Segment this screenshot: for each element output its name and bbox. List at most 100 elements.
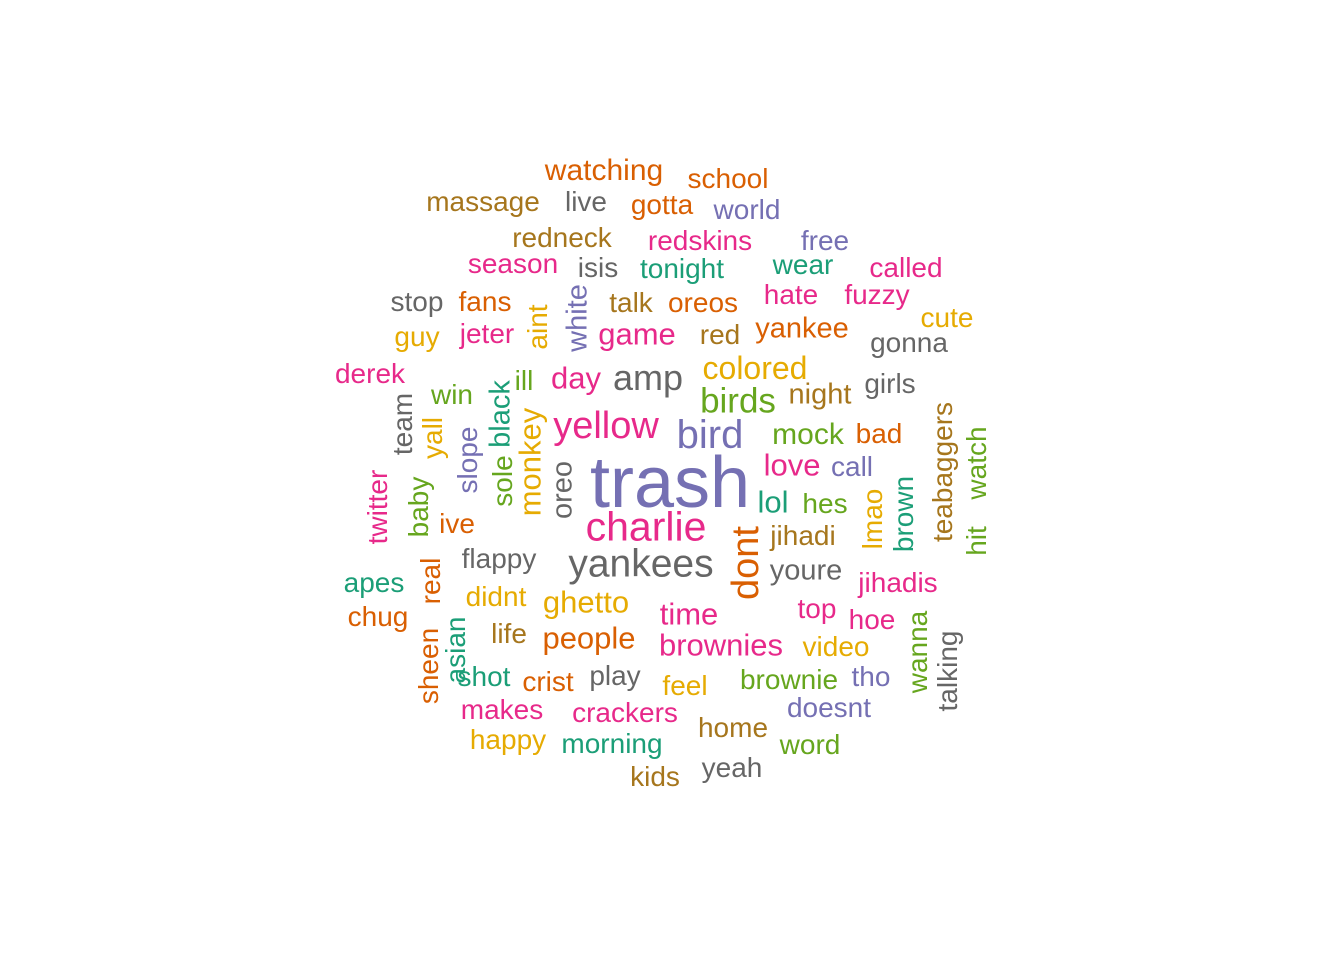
word-video: video <box>802 631 870 662</box>
word-fuzzy: fuzzy <box>844 279 910 310</box>
word-hes: hes <box>802 488 848 519</box>
word-bird: bird <box>676 413 744 457</box>
word-sole: sole <box>487 455 518 507</box>
word-happy: happy <box>469 724 547 755</box>
word-hoe: hoe <box>848 604 896 635</box>
word-love: love <box>763 447 821 483</box>
word-slope: slope <box>452 426 483 494</box>
word-yankees: yankees <box>568 542 714 586</box>
word-yall: yall <box>417 416 448 460</box>
word-morning: morning <box>561 728 663 759</box>
word-win: win <box>430 379 474 410</box>
word-mock: mock <box>772 418 844 451</box>
word-dont: dont <box>725 526 767 600</box>
word-day: day <box>551 360 601 396</box>
word-gonna: gonna <box>870 327 948 358</box>
word-derek: derek <box>334 358 406 389</box>
word-game: game <box>598 316 676 352</box>
word-youre: youre <box>769 554 843 587</box>
word-wanna: wanna <box>902 610 933 694</box>
word-birds: birds <box>700 381 776 421</box>
word-oreos: oreos <box>667 287 739 318</box>
word-life: life <box>491 618 527 649</box>
word-colored: colored <box>702 350 808 386</box>
word-time: time <box>659 596 719 632</box>
word-twitter: twitter <box>362 469 393 545</box>
word-stop: stop <box>390 286 444 317</box>
word-chug: chug <box>347 601 409 632</box>
word-people: people <box>542 620 636 656</box>
word-home: home <box>697 712 769 743</box>
word-charlie: charlie <box>585 503 707 550</box>
word-fans: fans <box>458 286 512 317</box>
word-talking: talking <box>932 630 963 712</box>
word-wear: wear <box>772 249 834 280</box>
word-season: season <box>467 248 559 279</box>
word-brownies: brownies <box>658 627 784 663</box>
word-redskins: redskins <box>647 225 753 256</box>
word-talk: talk <box>609 287 653 318</box>
word-jihadi: jihadi <box>770 520 836 551</box>
word-top: top <box>797 593 837 624</box>
word-bad: bad <box>855 418 903 449</box>
word-hit: hit <box>961 526 992 556</box>
word-baby: baby <box>403 476 434 538</box>
word-shot: shot <box>457 661 511 692</box>
word-ill: ill <box>514 365 534 396</box>
word-brownie: brownie <box>739 664 839 695</box>
word-flappy: flappy <box>461 543 537 574</box>
word-didnt: didnt <box>465 581 527 612</box>
word-yellow: yellow <box>553 405 659 447</box>
word-ive: ive <box>439 508 475 539</box>
word-trash: trash <box>589 443 751 523</box>
word-gotta: gotta <box>630 189 694 220</box>
word-play: play <box>589 660 641 691</box>
word-jihadis: jihadis <box>858 567 938 598</box>
word-night: night <box>788 378 852 411</box>
word-team: team <box>387 392 418 456</box>
word-girls: girls <box>864 368 916 399</box>
word-tonight: tonight <box>639 253 725 284</box>
word-isis: isis <box>577 252 619 283</box>
word-lmao: lmao <box>857 488 888 550</box>
word-ghetto: ghetto <box>542 584 630 620</box>
word-called: called <box>869 252 943 283</box>
word-yankee: yankee <box>755 312 849 345</box>
word-tho: tho <box>851 661 891 692</box>
word-sheen: sheen <box>413 627 444 705</box>
word-school: school <box>687 163 769 194</box>
word-teabaggers: teabaggers <box>927 401 958 543</box>
word-lol: lol <box>757 484 789 520</box>
word-apes: apes <box>343 567 405 598</box>
word-monkey: monkey <box>512 407 548 517</box>
word-live: live <box>564 186 608 217</box>
word-crackers: crackers <box>572 697 678 728</box>
word-crist: crist <box>522 666 574 697</box>
word-real: real <box>415 557 446 605</box>
word-jeter: jeter <box>459 318 515 349</box>
word-word: word <box>779 729 841 760</box>
word-massage: massage <box>426 186 540 217</box>
word-watch: watch <box>961 426 992 500</box>
word-oreo: oreo <box>546 460 579 520</box>
word-red: red <box>699 319 741 350</box>
word-free: free <box>800 225 850 256</box>
word-feel: feel <box>662 670 708 701</box>
word-aint: aint <box>522 304 553 350</box>
word-black: black <box>484 380 517 448</box>
word-kids: kids <box>630 761 680 792</box>
word-cute: cute <box>920 302 974 333</box>
word-hate: hate <box>763 279 819 310</box>
word-doesnt: doesnt <box>786 692 872 723</box>
word-white: white <box>561 284 594 352</box>
word-guy: guy <box>394 321 440 352</box>
word-watching: watching <box>544 154 664 187</box>
word-yeah: yeah <box>701 752 763 783</box>
word-brown: brown <box>888 475 919 553</box>
word-world: world <box>713 194 781 225</box>
word-call: call <box>830 451 874 482</box>
word-makes: makes <box>460 694 544 725</box>
word-amp: amp <box>612 357 684 398</box>
word-redneck: redneck <box>512 222 612 253</box>
